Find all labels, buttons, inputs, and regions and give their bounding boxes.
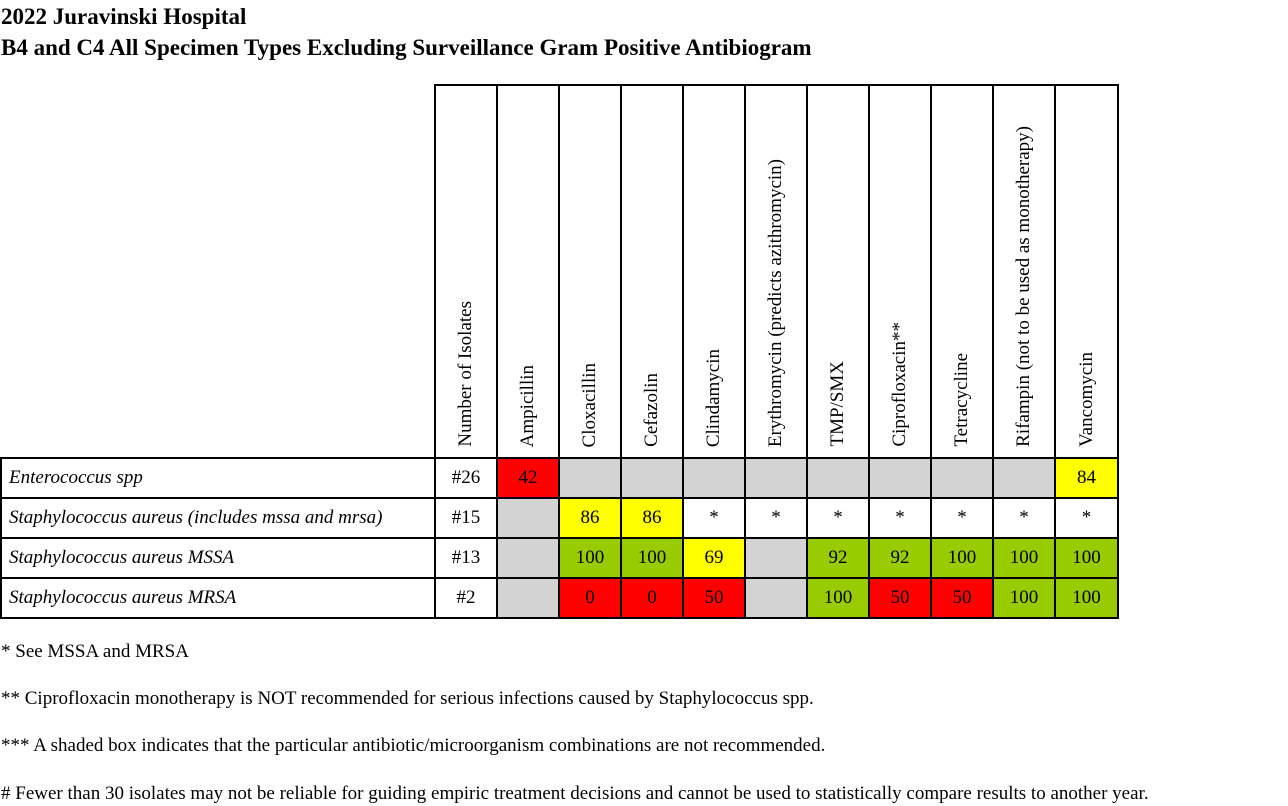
column-header: Vancomycin — [1054, 84, 1119, 459]
footnote-see-mssa-mrsa: * See MSSA and MRSA — [1, 641, 189, 662]
footnote-isolate-count: # Fewer than 30 isolates may not be reli… — [1, 783, 1149, 804]
susceptibility-cell — [806, 457, 870, 499]
column-header-row: Number of Isolates Ampicillin Cloxacilli… — [1, 84, 1119, 459]
column-header-label: Ciprofloxacin** — [889, 322, 910, 447]
column-header: Rifampin (not to be used as monotherapy) — [992, 84, 1056, 459]
column-header: Clindamycin — [682, 84, 746, 459]
susceptibility-cell — [992, 457, 1056, 499]
susceptibility-cell — [558, 457, 622, 499]
susceptibility-cell: * — [868, 497, 932, 539]
column-header: Cloxacillin — [558, 84, 622, 459]
susceptibility-cell: * — [744, 497, 808, 539]
susceptibility-cell: 92 — [868, 537, 932, 579]
susceptibility-cell — [930, 457, 994, 499]
susceptibility-cell: * — [930, 497, 994, 539]
header-corner — [1, 85, 436, 459]
susceptibility-cell: * — [992, 497, 1056, 539]
column-header: TMP/SMX — [806, 84, 870, 459]
footnote-shaded-box: *** A shaded box indicates that the part… — [1, 735, 826, 756]
susceptibility-cell: 69 — [682, 537, 746, 579]
organism-name: Enterococcus spp — [0, 457, 436, 499]
susceptibility-cell: 100 — [930, 537, 994, 579]
isolate-count: #2 — [434, 577, 498, 619]
susceptibility-cell: 100 — [558, 537, 622, 579]
column-header-label: Vancomycin — [1075, 352, 1097, 447]
susceptibility-cell — [868, 457, 932, 499]
table-row: Enterococcus spp #26 42 84 — [0, 457, 1119, 499]
susceptibility-cell: 86 — [558, 497, 622, 539]
susceptibility-cell — [496, 497, 560, 539]
susceptibility-cell — [744, 457, 808, 499]
susceptibility-cell: * — [682, 497, 746, 539]
susceptibility-cell — [744, 537, 808, 579]
susceptibility-cell: * — [806, 497, 870, 539]
susceptibility-cell: 100 — [992, 537, 1056, 579]
footnote-ciprofloxacin: ** Ciprofloxacin monotherapy is NOT reco… — [1, 688, 814, 709]
column-header-label: TMP/SMX — [827, 361, 848, 447]
susceptibility-cell: 50 — [930, 577, 994, 619]
antibiogram-table: Number of Isolates Ampicillin Cloxacilli… — [0, 84, 1119, 619]
susceptibility-cell: 84 — [1054, 457, 1119, 499]
organism-name: Staphylococcus aureus MRSA — [0, 577, 436, 619]
column-header: Erythromycin (predicts azithromycin) — [744, 84, 808, 459]
susceptibility-cell: 50 — [868, 577, 932, 619]
susceptibility-cell: 100 — [806, 577, 870, 619]
susceptibility-cell: 0 — [558, 577, 622, 619]
susceptibility-cell — [496, 577, 560, 619]
susceptibility-cell: 92 — [806, 537, 870, 579]
column-header-label: Number of Isolates — [455, 301, 476, 447]
susceptibility-cell: 100 — [620, 537, 684, 579]
column-header: Tetracycline — [930, 84, 994, 459]
isolate-count: #15 — [434, 497, 498, 539]
susceptibility-cell — [620, 457, 684, 499]
table-row: Staphylococcus aureus (includes mssa and… — [0, 497, 1119, 539]
column-header-label: Rifampin (not to be used as monotherapy) — [1013, 126, 1034, 447]
column-header: Number of Isolates — [434, 84, 498, 459]
organism-name: Staphylococcus aureus MSSA — [0, 537, 436, 579]
column-header-label: Tetracycline — [951, 353, 972, 447]
susceptibility-cell — [744, 577, 808, 619]
susceptibility-cell: 0 — [620, 577, 684, 619]
susceptibility-cell: 42 — [496, 457, 560, 499]
isolate-count: #26 — [434, 457, 498, 499]
column-header: Ampicillin — [496, 84, 560, 459]
column-header-label: Clindamycin — [703, 348, 724, 447]
report-title: 2022 Juravinski Hospital — [1, 4, 247, 29]
organism-name: Staphylococcus aureus (includes mssa and… — [0, 497, 436, 539]
susceptibility-cell: 86 — [620, 497, 684, 539]
column-header-label: Cefazolin — [641, 373, 662, 447]
table-row: Staphylococcus aureus MRSA #2 0 0 50 100 50 50 1… — [0, 577, 1119, 619]
column-header-label: Cloxacillin — [579, 362, 600, 447]
column-header: Ciprofloxacin** — [868, 84, 932, 459]
isolate-count: #13 — [434, 537, 498, 579]
susceptibility-cell: * — [1054, 497, 1119, 539]
susceptibility-cell: 100 — [1054, 537, 1119, 579]
column-header-label: Erythromycin (predicts azithromycin) — [765, 158, 786, 447]
susceptibility-cell: 50 — [682, 577, 746, 619]
susceptibility-cell — [682, 457, 746, 499]
susceptibility-cell: 100 — [992, 577, 1056, 619]
column-header: Cefazolin — [620, 84, 684, 459]
report-subtitle: B4 and C4 All Specimen Types Excluding S… — [1, 35, 812, 60]
table-row: Staphylococcus aureus MSSA #13 100 100 69 92 9… — [0, 537, 1119, 579]
susceptibility-cell: 100 — [1054, 577, 1119, 619]
susceptibility-cell — [496, 537, 560, 579]
column-header-label: Ampicillin — [517, 364, 538, 447]
